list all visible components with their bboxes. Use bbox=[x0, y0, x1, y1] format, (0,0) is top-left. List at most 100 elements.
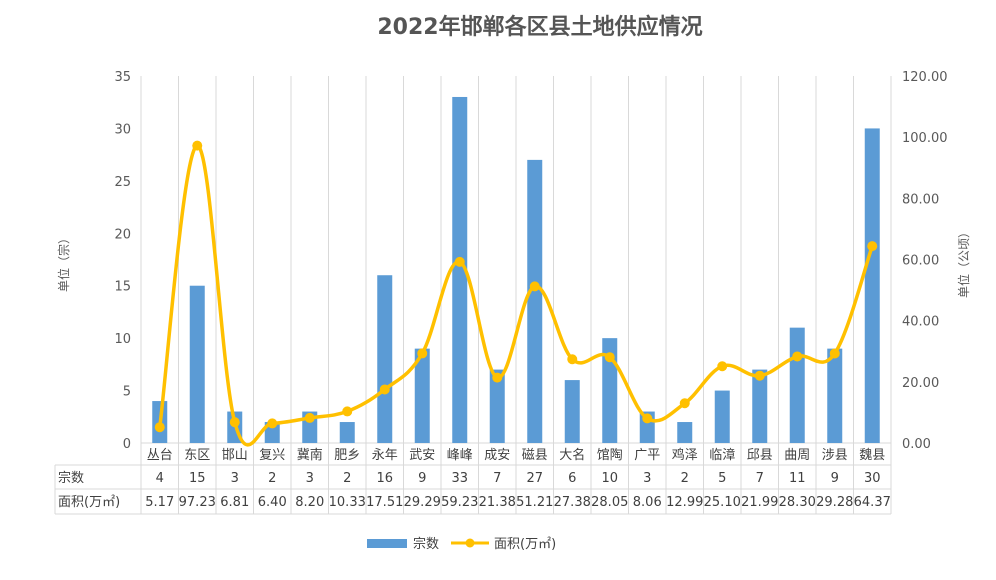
table-cell: 4 bbox=[156, 471, 164, 486]
line-point bbox=[492, 372, 503, 383]
line-point bbox=[154, 422, 165, 433]
bar bbox=[189, 285, 205, 443]
left-tick-label: 5 bbox=[123, 385, 131, 400]
category-label: 临漳 bbox=[709, 447, 735, 463]
table-cell: 8.06 bbox=[633, 495, 662, 510]
legend-bar-label: 宗数 bbox=[413, 536, 439, 552]
table-cell: 6 bbox=[568, 471, 576, 486]
bar bbox=[602, 338, 618, 443]
table-cell: 51.21 bbox=[516, 495, 553, 510]
table-cell: 6.40 bbox=[258, 495, 287, 510]
table-cell: 15 bbox=[189, 471, 206, 486]
category-label: 涉县 bbox=[822, 448, 848, 463]
table-cell: 29.28 bbox=[816, 495, 853, 510]
table-cell: 3 bbox=[643, 471, 651, 486]
table-cell: 3 bbox=[306, 471, 314, 486]
category-label: 峰峰 bbox=[447, 448, 473, 463]
table-cell: 59.23 bbox=[441, 495, 478, 510]
table-cell: 9 bbox=[831, 471, 839, 486]
table-cell: 28.05 bbox=[591, 495, 628, 510]
table-cell: 10.33 bbox=[329, 495, 366, 510]
category-label: 邯山 bbox=[222, 448, 248, 463]
bar bbox=[677, 422, 693, 443]
category-label: 磁县 bbox=[522, 448, 548, 463]
legend-line-label: 面积(万㎡) bbox=[494, 537, 556, 552]
bar bbox=[564, 380, 580, 443]
table-cell: 27.38 bbox=[554, 495, 591, 510]
table-cell: 97.23 bbox=[179, 495, 216, 510]
table-cell: 9 bbox=[418, 471, 426, 486]
category-label: 永年 bbox=[372, 448, 398, 463]
bar bbox=[827, 348, 843, 443]
line-point bbox=[379, 384, 390, 395]
table-row-header: 宗数 bbox=[58, 470, 84, 486]
table-cell: 3 bbox=[231, 471, 239, 486]
table-cell: 5.17 bbox=[145, 495, 174, 510]
right-tick-label: 100.00 bbox=[902, 131, 948, 146]
category-label: 肥乡 bbox=[334, 448, 360, 463]
line-point bbox=[454, 256, 465, 267]
line-point bbox=[342, 406, 353, 417]
table-cell: 6.81 bbox=[220, 495, 249, 510]
legend: 宗数 面积(万㎡) bbox=[367, 536, 556, 552]
table-cell: 29.29 bbox=[404, 495, 441, 510]
line-series bbox=[154, 140, 878, 447]
table-cell: 64.37 bbox=[854, 495, 891, 510]
right-tick-label: 20.00 bbox=[902, 376, 939, 391]
category-label: 复兴 bbox=[259, 448, 285, 463]
category-label: 丛台 bbox=[147, 448, 173, 463]
table-cell: 2 bbox=[268, 471, 276, 486]
line-point bbox=[867, 241, 878, 252]
table-cell: 8.20 bbox=[295, 495, 324, 510]
category-label: 魏县 bbox=[859, 448, 885, 463]
left-tick-label: 25 bbox=[114, 175, 131, 190]
tick-labels: 0 5 10 15 20 25 30 35 0.00 20.00 40.00 60.00 80.00 10… bbox=[114, 70, 947, 463]
table-cell: 2 bbox=[343, 471, 351, 486]
bar-series bbox=[152, 96, 880, 443]
table-cell: 16 bbox=[376, 471, 393, 486]
right-tick-label: 80.00 bbox=[902, 192, 939, 207]
category-label: 武安 bbox=[409, 448, 435, 463]
table-cell: 30 bbox=[864, 471, 881, 486]
left-tick-label: 30 bbox=[114, 122, 131, 137]
right-tick-label: 120.00 bbox=[902, 70, 948, 85]
bar bbox=[339, 422, 355, 443]
bar bbox=[864, 128, 880, 443]
category-label: 成安 bbox=[484, 448, 510, 463]
line-point bbox=[717, 361, 728, 372]
line-point bbox=[604, 352, 615, 363]
line-point bbox=[679, 398, 690, 409]
legend-line-marker bbox=[465, 538, 475, 548]
table-cell: 25.10 bbox=[704, 495, 741, 510]
line-point bbox=[642, 413, 653, 424]
table-cell: 17.51 bbox=[366, 495, 403, 510]
category-label: 邱县 bbox=[747, 448, 773, 463]
bar bbox=[789, 327, 805, 443]
left-tick-label: 15 bbox=[114, 280, 131, 295]
bar bbox=[377, 275, 393, 443]
line-point bbox=[304, 412, 315, 423]
chart-title: 2022年邯郸各区县土地供应情况 bbox=[377, 14, 702, 40]
bar bbox=[752, 369, 768, 443]
line-point bbox=[192, 140, 203, 151]
bar bbox=[489, 369, 505, 443]
category-label: 广平 bbox=[634, 448, 660, 463]
left-tick-label: 10 bbox=[114, 332, 131, 347]
category-label: 鸡泽 bbox=[672, 447, 698, 463]
right-tick-label: 0.00 bbox=[902, 437, 931, 452]
line-point bbox=[417, 348, 428, 359]
legend-bar-swatch bbox=[367, 539, 407, 548]
data-table: 宗数 4 15 3 2 3 2 16 9 33 7 27 6 10 3 2 5 7 11 9 30 面积(万㎡) 5.17 9… bbox=[58, 470, 891, 510]
table-cell: 2 bbox=[681, 471, 689, 486]
table-cell: 21.38 bbox=[479, 495, 516, 510]
category-label: 东区 bbox=[184, 448, 210, 463]
category-label: 馆陶 bbox=[597, 447, 623, 463]
table-cell: 10 bbox=[601, 471, 618, 486]
bar bbox=[414, 348, 430, 443]
right-tick-label: 40.00 bbox=[902, 315, 939, 330]
bar bbox=[527, 159, 543, 443]
line-point bbox=[792, 351, 803, 362]
line-point bbox=[267, 418, 278, 429]
